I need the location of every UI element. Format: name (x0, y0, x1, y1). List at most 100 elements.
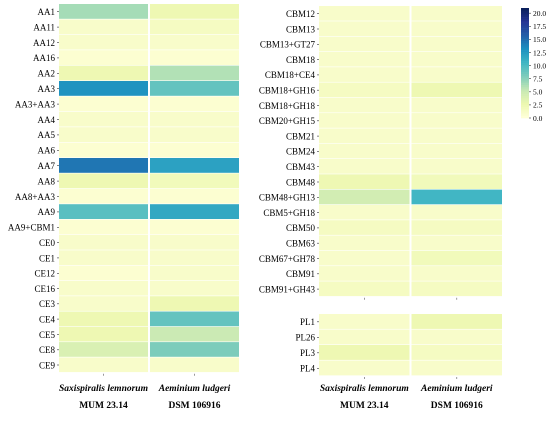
heatmap-cell (150, 96, 239, 112)
column-strain-label: MUM 23.14 (79, 401, 128, 411)
row-label: AA8 (38, 176, 56, 186)
colorbar-tick-label: 10.0 (533, 61, 546, 70)
row-label: AA1 (38, 7, 56, 17)
row-label: CE0 (39, 238, 56, 248)
row-label: PL3 (300, 348, 316, 358)
column-name-label: Aeminium ludgeri (420, 384, 493, 394)
heatmap-cell (150, 188, 239, 204)
colorbar-segment (521, 50, 529, 53)
heatmap-cell (319, 113, 410, 128)
heatmap-cell (59, 342, 148, 357)
row-label: CBM20+GH15 (259, 116, 316, 126)
heatmap-cell (319, 128, 410, 144)
heatmap-cell (150, 50, 239, 65)
heatmap-cell (150, 326, 239, 342)
colorbar-tick-label: 20.0 (533, 9, 546, 18)
heatmap-cell (411, 36, 502, 52)
heatmap-cell (319, 21, 410, 36)
heatmap-cell (150, 219, 239, 235)
heatmap-cell (59, 158, 148, 173)
heatmap-cell (319, 189, 410, 205)
colorbar-segment (521, 55, 529, 58)
colorbar-segment (521, 88, 529, 91)
colorbar-segment (521, 74, 529, 77)
row-label: CBM48+GH13 (259, 193, 316, 203)
row-label: CBM21 (286, 131, 315, 141)
heatmap-cell (411, 220, 502, 235)
heatmap-cell (59, 357, 148, 373)
column-name-label: Saxispiralis lemnorum (59, 384, 148, 394)
colorbar-segment (521, 83, 529, 86)
colorbar-segment (521, 63, 529, 66)
colorbar-segment (521, 22, 529, 25)
colorbar-segment (521, 112, 529, 115)
heatmap-cell (150, 142, 239, 158)
heatmap-cell (59, 96, 148, 112)
colorbar-segment (521, 9, 529, 12)
colorbar-segment (521, 33, 529, 36)
heatmap-cell (59, 50, 148, 65)
row-label: CBM63 (286, 239, 316, 249)
heatmap-cell (59, 204, 148, 219)
heatmap-cell (319, 281, 410, 297)
heatmap-cell (150, 204, 239, 219)
column-name-label: Aeminium ludgeri (158, 384, 231, 394)
row-label: PL1 (300, 317, 315, 327)
colorbar-segment (521, 61, 529, 64)
colorbar-segment (521, 101, 529, 104)
colorbar-segment (521, 114, 529, 117)
heatmap-cell (59, 280, 148, 296)
heatmap-cell (150, 19, 239, 35)
heatmap-cell (319, 82, 410, 98)
colorbar-segment (521, 17, 529, 20)
heatmap-cell (319, 345, 410, 360)
heatmap-cell (150, 235, 239, 250)
heatmap-cell (319, 204, 410, 220)
row-label: CE3 (39, 299, 56, 309)
colorbar-segment (521, 103, 529, 106)
row-label: AA4 (38, 115, 56, 125)
colorbar-segment (521, 48, 529, 51)
row-label: CBM18 (286, 55, 316, 65)
colorbar-segment (521, 57, 529, 60)
row-label: CBM13 (286, 24, 316, 34)
colorbar-segment (521, 92, 529, 95)
row-label: CE5 (39, 330, 56, 340)
colorbar-segment (521, 42, 529, 45)
heatmap-cell (59, 188, 148, 204)
heatmap-cell (411, 159, 502, 174)
heatmap-cell (319, 220, 410, 235)
heatmap-cell (319, 51, 410, 67)
column-name-label: Saxispiralis lemnorum (320, 384, 409, 394)
heatmap-cell (319, 6, 410, 21)
heatmap-cell (150, 111, 239, 127)
row-label: AA6 (38, 146, 56, 156)
colorbar-segment (521, 31, 529, 34)
colorbar-segment (521, 15, 529, 18)
heatmap-cell (411, 329, 502, 345)
heatmap-cell (411, 6, 502, 21)
heatmap-cell (319, 174, 410, 189)
colorbar-segment (521, 26, 529, 29)
colorbar-segment (521, 70, 529, 73)
heatmap-cell (319, 266, 410, 281)
row-label: CBM18+GH18 (259, 101, 316, 111)
heatmap-cell (59, 111, 148, 127)
colorbar-segment (521, 110, 529, 113)
heatmap-cell (59, 235, 148, 250)
colorbar-segment (521, 66, 529, 69)
colorbar-segment (521, 99, 529, 102)
heatmap-cell (59, 250, 148, 265)
heatmap-cell (319, 314, 410, 329)
heatmap-cell (59, 65, 148, 81)
heatmap-cell (59, 219, 148, 235)
colorbar-segment (521, 39, 529, 42)
heatmap-cell (150, 81, 239, 96)
colorbar-segment (521, 46, 529, 49)
colorbar-segment (521, 19, 529, 22)
row-label: AA12 (33, 38, 55, 48)
heatmap-cell (411, 189, 502, 205)
colorbar-segment (521, 13, 529, 16)
heatmap-cell (150, 357, 239, 373)
row-label: AA2 (38, 69, 56, 79)
